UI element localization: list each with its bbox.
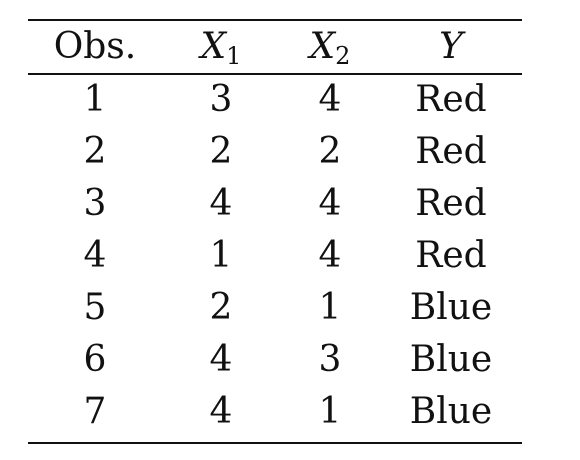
observations-table: Obs. X1 X2 Y 1 3 4 Red 2 2 2 Red	[28, 20, 522, 438]
cell-y: Red	[415, 235, 487, 276]
table-row: 2 2 2 Red	[28, 126, 522, 178]
cell-x1: 4	[209, 391, 233, 432]
cell-x1: 1	[209, 235, 233, 276]
cell-x2: 4	[318, 235, 342, 276]
top-rule	[28, 19, 522, 21]
header-x2-subscript: 2	[335, 41, 351, 70]
cell-y: Blue	[409, 339, 493, 380]
cell-x2: 1	[318, 287, 342, 328]
cell-x1: 2	[209, 131, 233, 172]
cell-obs: 4	[83, 235, 107, 276]
header-x1-symbol: X	[200, 25, 227, 67]
cell-x1: 2	[209, 287, 233, 328]
table-row: 5 2 1 Blue	[28, 282, 522, 334]
cell-obs: 3	[83, 183, 107, 224]
cell-y: Red	[415, 131, 487, 172]
header-x1-subscript: 1	[226, 41, 242, 70]
bottom-rule	[28, 442, 522, 444]
cell-x1: 4	[209, 339, 233, 380]
cell-obs: 1	[83, 79, 107, 120]
cell-x2: 4	[318, 79, 342, 120]
table-header-row: Obs. X1 X2 Y	[28, 20, 522, 73]
cell-x2: 2	[318, 131, 342, 172]
header-y: Y	[380, 25, 522, 67]
table-row: 4 1 4 Red	[28, 230, 522, 282]
cell-x1: 4	[209, 183, 233, 224]
table-row: 6 4 3 Blue	[28, 334, 522, 386]
cell-y: Red	[415, 79, 487, 120]
table-row: 1 3 4 Red	[28, 74, 522, 126]
cell-x2: 4	[318, 183, 342, 224]
cell-y: Blue	[409, 287, 493, 328]
header-x2: X2	[280, 25, 380, 68]
cell-obs: 2	[83, 131, 107, 172]
cell-x2: 1	[318, 391, 342, 432]
header-obs-text: Obs.	[53, 25, 137, 67]
cell-obs: 5	[83, 287, 107, 328]
table-row: 7 4 1 Blue	[28, 386, 522, 438]
header-rule	[28, 73, 522, 75]
cell-obs: 7	[83, 391, 107, 432]
cell-y: Red	[415, 183, 487, 224]
table-body: 1 3 4 Red 2 2 2 Red 3 4 4 Red 4 1 4 Red …	[28, 74, 522, 438]
cell-x1: 3	[209, 79, 233, 120]
cell-x2: 3	[318, 339, 342, 380]
table-row: 3 4 4 Red	[28, 178, 522, 230]
cell-y: Blue	[409, 391, 493, 432]
header-y-symbol: Y	[439, 25, 463, 67]
header-x1: X1	[162, 25, 280, 68]
header-obs: Obs.	[28, 25, 162, 67]
header-x2-symbol: X	[309, 25, 336, 67]
cell-obs: 6	[83, 339, 107, 380]
